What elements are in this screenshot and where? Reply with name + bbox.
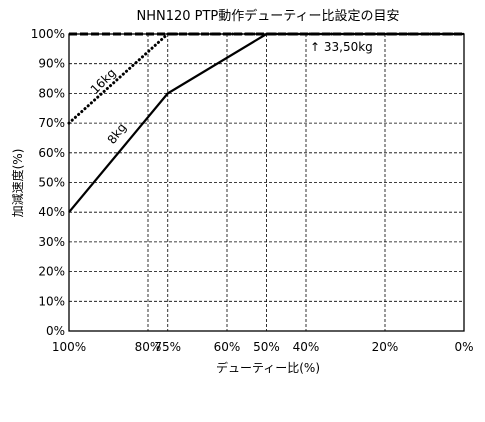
x-tick-label-6: 20%	[372, 340, 399, 354]
x-tick-label-1: 80%	[135, 340, 162, 354]
x-axis-label: デューティー比(%)	[216, 360, 320, 375]
chart-title: NHN120 PTP動作デューティー比設定の目安	[136, 8, 399, 24]
plot-frame	[68, 33, 465, 332]
tick-labels: 0% 10% 20% 30% 40% 50% 60% 70% 80% 90% 100% 100% 80%…	[31, 27, 474, 354]
y-tick-label-0: 0%	[46, 324, 65, 338]
y-tick-label-8: 80%	[38, 86, 65, 100]
annotation-2: ↑ 33,50kg	[310, 40, 373, 54]
x-tick-label-2: 75%	[154, 340, 181, 354]
y-axis-label: 加減速度(%)	[10, 149, 25, 218]
y-tick-label-2: 20%	[38, 265, 65, 279]
x-tick-label-3: 60%	[214, 340, 241, 354]
y-tick-label-3: 30%	[38, 235, 65, 249]
x-tick-label-4: 50%	[253, 340, 280, 354]
x-tick-label-5: 40%	[293, 340, 320, 354]
x-tick-label-0: 100%	[52, 340, 86, 354]
y-tick-label-5: 50%	[38, 176, 65, 190]
y-tick-label-6: 60%	[38, 146, 65, 160]
y-tick-label-7: 70%	[38, 116, 65, 130]
x-tick-label-7: 0%	[454, 340, 473, 354]
grid	[69, 34, 464, 331]
y-tick-label-4: 40%	[38, 205, 65, 219]
y-tick-label-9: 90%	[38, 57, 65, 71]
y-tick-label-1: 10%	[38, 294, 65, 308]
y-tick-label-10: 100%	[31, 27, 65, 41]
